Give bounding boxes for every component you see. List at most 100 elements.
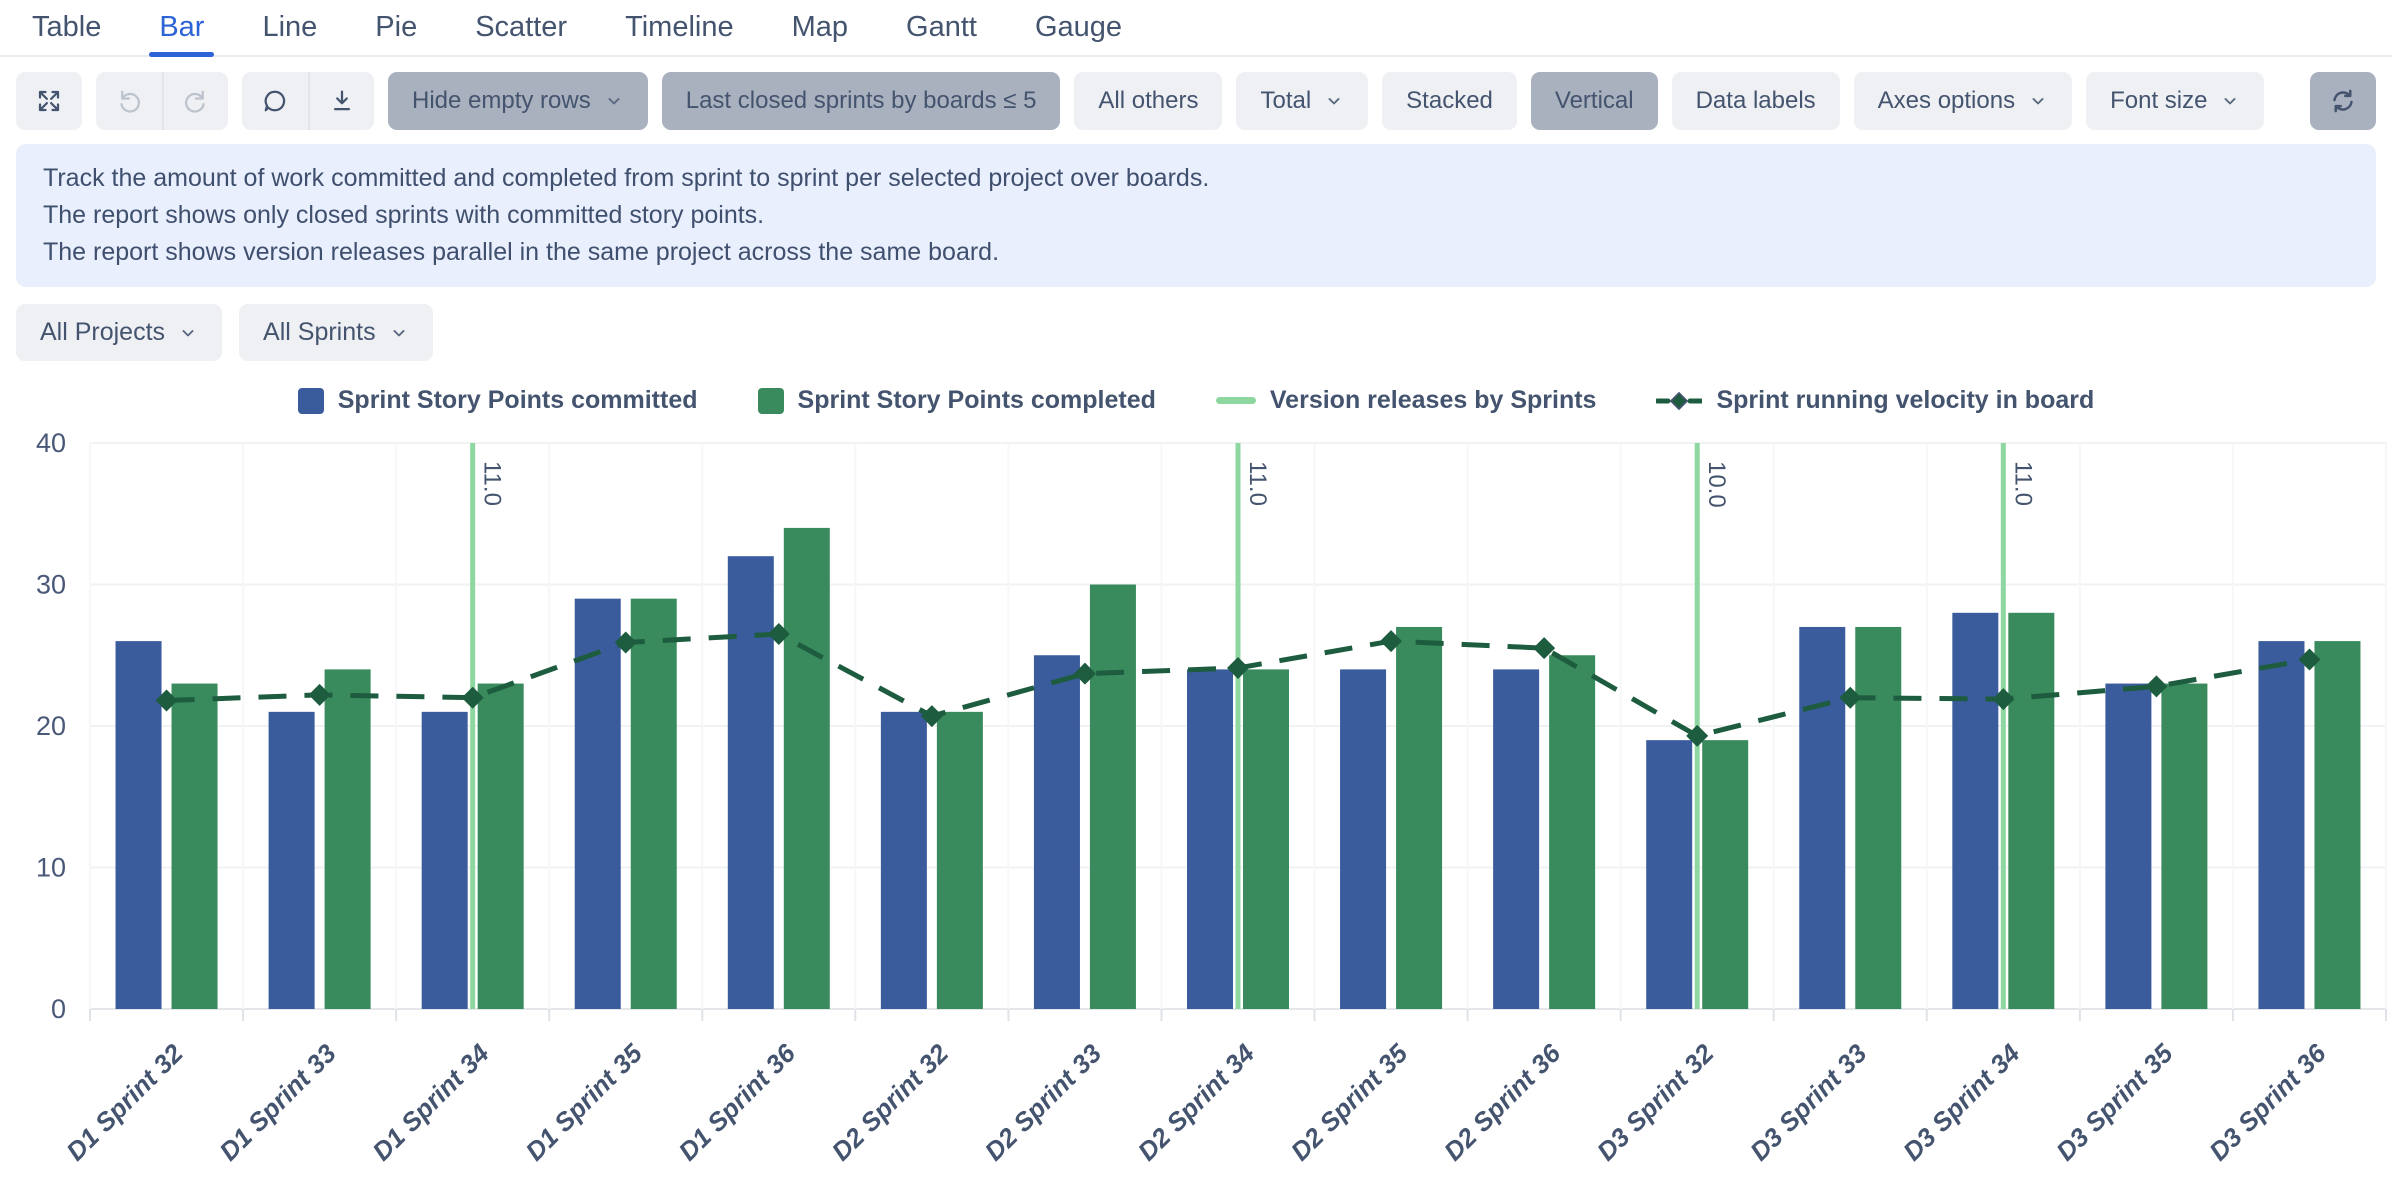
- bar-completed[interactable]: [477, 683, 524, 1009]
- legend-item-velocity[interactable]: Sprint running velocity in board: [1656, 386, 2094, 415]
- bar-committed[interactable]: [2258, 641, 2305, 1009]
- description-line-2: The report shows only closed sprints wit…: [43, 201, 765, 229]
- all-projects-dropdown[interactable]: All Projects: [16, 304, 223, 361]
- bar-completed[interactable]: [1855, 626, 1902, 1009]
- bar-committed[interactable]: [880, 711, 927, 1009]
- bar-completed[interactable]: [324, 669, 371, 1009]
- bar-committed[interactable]: [1952, 612, 1999, 1009]
- undo-redo-group: [96, 72, 228, 130]
- velocity-point[interactable]: [1686, 724, 1709, 747]
- bar-completed[interactable]: [936, 711, 983, 1009]
- version-release-label: 11.0: [2009, 461, 2036, 506]
- bar-committed[interactable]: [727, 556, 774, 1009]
- bar-committed[interactable]: [268, 711, 315, 1009]
- chart-type-tabs: Table Bar Line Pie Scatter Timeline Map …: [0, 0, 2392, 57]
- bar-completed[interactable]: [2314, 641, 2361, 1009]
- y-axis-label: 40: [36, 428, 66, 458]
- tab-line[interactable]: Line: [262, 11, 318, 43]
- redo-button[interactable]: [162, 72, 228, 130]
- stacked-button[interactable]: Stacked: [1382, 72, 1517, 130]
- tab-timeline[interactable]: Timeline: [625, 11, 734, 43]
- bar-committed[interactable]: [574, 598, 621, 1009]
- x-axis-label: D3 Sprint 34: [1897, 1038, 2026, 1167]
- bar-committed[interactable]: [1646, 740, 1693, 1009]
- velocity-point[interactable]: [767, 623, 790, 646]
- velocity-point[interactable]: [614, 631, 637, 654]
- velocity-point[interactable]: [1839, 686, 1862, 709]
- tab-bar[interactable]: Bar: [149, 0, 215, 57]
- velocity-point[interactable]: [920, 705, 943, 728]
- velocity-point[interactable]: [155, 689, 178, 712]
- chevron-down-icon: [178, 323, 198, 343]
- bar-completed[interactable]: [171, 683, 218, 1009]
- velocity-point[interactable]: [1380, 630, 1403, 653]
- bar-completed[interactable]: [2008, 612, 2055, 1009]
- bar-completed[interactable]: [783, 527, 830, 1009]
- legend-item-committed[interactable]: Sprint Story Points committed: [297, 386, 698, 415]
- bar-committed[interactable]: [421, 711, 468, 1009]
- all-others-button[interactable]: All others: [1074, 72, 1223, 130]
- last-closed-sprints-label: Last closed sprints by boards ≤ 5: [685, 87, 1037, 114]
- axes-options-dropdown[interactable]: Axes options: [1853, 72, 2073, 130]
- x-axis-label: D2 Sprint 33: [979, 1038, 1108, 1167]
- vertical-button[interactable]: Vertical: [1530, 72, 1658, 130]
- tab-scatter[interactable]: Scatter: [475, 11, 568, 43]
- velocity-point[interactable]: [2145, 675, 2168, 698]
- tab-gantt[interactable]: Gantt: [906, 11, 977, 43]
- bar-completed[interactable]: [1243, 669, 1289, 1009]
- velocity-point[interactable]: [1073, 662, 1096, 685]
- hide-empty-rows-dropdown[interactable]: Hide empty rows: [388, 72, 648, 130]
- bar-completed[interactable]: [2161, 683, 2208, 1009]
- bar-committed[interactable]: [1340, 669, 1387, 1009]
- velocity-point[interactable]: [1992, 688, 2015, 711]
- bar-committed[interactable]: [1033, 655, 1080, 1009]
- vertical-label: Vertical: [1554, 87, 1634, 114]
- bar-committed[interactable]: [115, 641, 162, 1009]
- last-closed-sprints-button[interactable]: Last closed sprints by boards ≤ 5: [661, 72, 1061, 130]
- bar-committed[interactable]: [2105, 683, 2152, 1009]
- bar-committed[interactable]: [1799, 626, 1846, 1009]
- chevron-down-icon: [389, 323, 409, 343]
- tab-map[interactable]: Map: [791, 11, 849, 43]
- legend-label-velocity: Sprint running velocity in board: [1716, 386, 2095, 414]
- undo-button[interactable]: [96, 72, 162, 130]
- tab-gauge[interactable]: Gauge: [1034, 11, 1123, 43]
- expand-button[interactable]: [16, 72, 82, 130]
- filter-row: All Projects All Sprints: [0, 287, 2392, 361]
- bar-committed[interactable]: [1493, 669, 1540, 1009]
- font-size-dropdown[interactable]: Font size: [2086, 72, 2265, 130]
- release-line-icon: [1215, 397, 1256, 404]
- download-button[interactable]: [308, 72, 374, 130]
- comment-button[interactable]: [242, 72, 308, 130]
- comment-icon: [260, 86, 290, 116]
- tab-table[interactable]: Table: [32, 11, 102, 43]
- chart-legend: Sprint Story Points committed Sprint Sto…: [0, 386, 2392, 415]
- bar-committed[interactable]: [1187, 669, 1233, 1009]
- velocity-point[interactable]: [1533, 637, 1556, 660]
- x-axis-label: D2 Sprint 34: [1132, 1038, 1261, 1167]
- refresh-button[interactable]: [2310, 72, 2376, 130]
- legend-item-completed[interactable]: Sprint Story Points completed: [757, 386, 1156, 415]
- bar-completed[interactable]: [1396, 626, 1443, 1009]
- bar-completed[interactable]: [1549, 655, 1596, 1009]
- bar-completed[interactable]: [630, 598, 677, 1009]
- x-axis-label: D1 Sprint 32: [60, 1038, 189, 1167]
- all-sprints-label: All Sprints: [263, 318, 376, 346]
- legend-item-version-releases[interactable]: Version releases by Sprints: [1215, 386, 1596, 415]
- data-labels-button[interactable]: Data labels: [1671, 72, 1840, 130]
- all-projects-label: All Projects: [40, 318, 166, 346]
- velocity-point[interactable]: [308, 683, 331, 706]
- chevron-down-icon: [2028, 91, 2048, 111]
- velocity-point[interactable]: [461, 686, 484, 709]
- undo-icon: [114, 86, 144, 116]
- velocity-point[interactable]: [2298, 648, 2321, 671]
- total-dropdown[interactable]: Total: [1236, 72, 1369, 130]
- bar-completed[interactable]: [1702, 740, 1749, 1009]
- all-sprints-dropdown[interactable]: All Sprints: [239, 304, 433, 361]
- velocity-point[interactable]: [1227, 656, 1249, 679]
- version-release-label: 11.0: [479, 461, 506, 506]
- description-line-3: The report shows version releases parall…: [43, 238, 1000, 266]
- tab-pie[interactable]: Pie: [375, 11, 418, 43]
- x-axis-label: D1 Sprint 35: [519, 1038, 648, 1167]
- bar-completed[interactable]: [1089, 584, 1136, 1010]
